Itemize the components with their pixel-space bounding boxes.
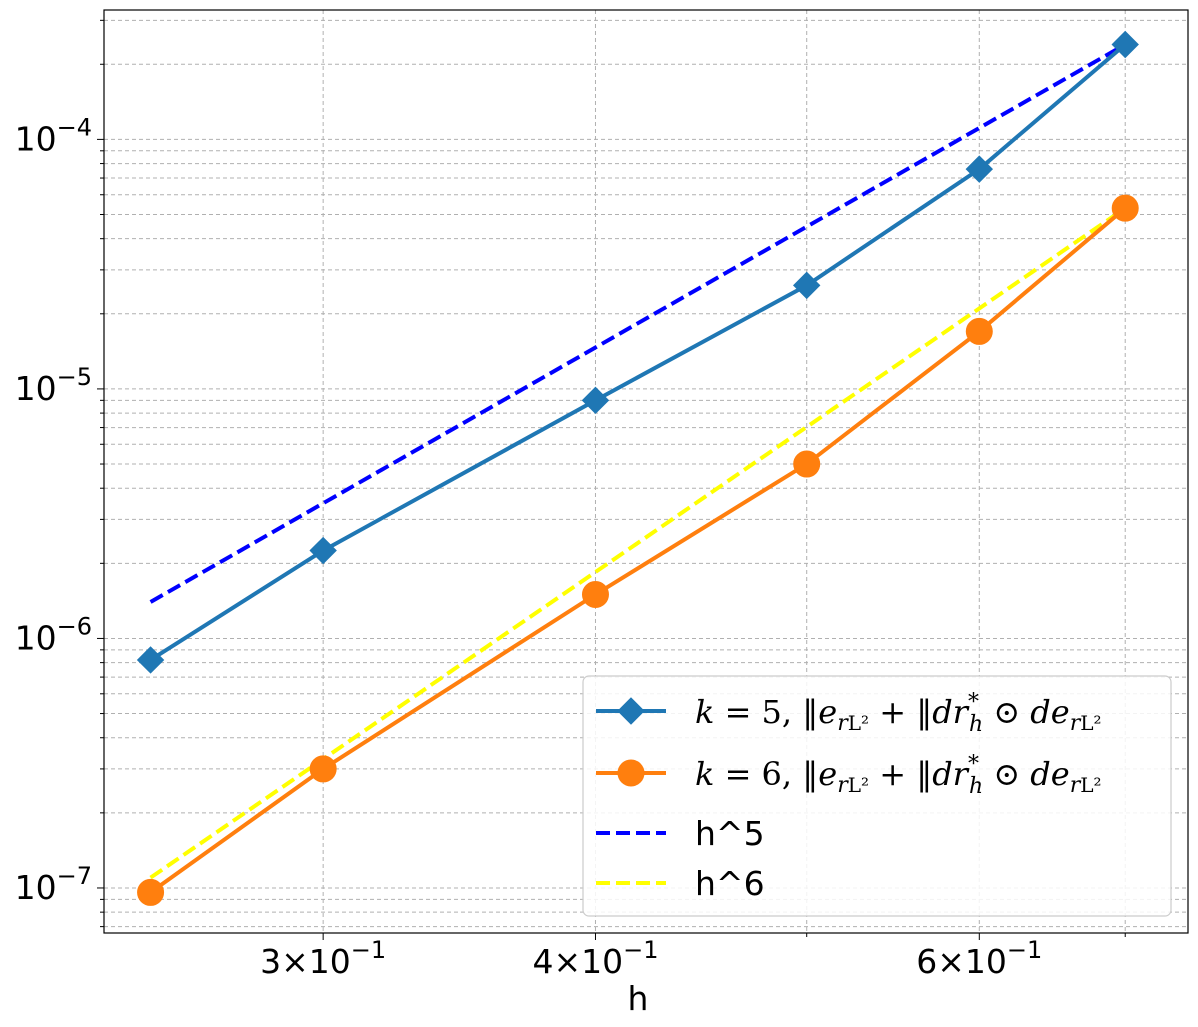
legend-math-part: ⊙ de bbox=[983, 693, 1070, 731]
data-point bbox=[793, 450, 821, 478]
y-tick-label: 10−7 bbox=[15, 862, 92, 907]
data-point bbox=[309, 755, 337, 783]
legend-math-part: r bbox=[837, 773, 849, 798]
data-point bbox=[581, 386, 610, 415]
y-tick-base: 10 bbox=[15, 868, 57, 907]
data-point bbox=[965, 155, 994, 183]
y-tick-exponent: −4 bbox=[57, 113, 92, 141]
data-point bbox=[136, 646, 165, 674]
tick-labels: 3×10−1 4×10−1 6×10−110−710−610−510−4 bbox=[15, 113, 1043, 981]
plot-frame bbox=[103, 9, 1189, 934]
legend-math-part: L² bbox=[1080, 773, 1101, 797]
legend-math-part: h bbox=[969, 774, 983, 799]
legend-marker-2 bbox=[617, 759, 645, 787]
data-point bbox=[965, 317, 993, 345]
legend-math-part: L² bbox=[848, 773, 869, 797]
legend-math-part: r bbox=[837, 711, 849, 736]
x-tick-exponent: −1 bbox=[351, 936, 386, 964]
data-point bbox=[309, 536, 337, 565]
series-3 bbox=[149, 42, 1127, 604]
x-tick-label: 3×10−1 bbox=[260, 936, 386, 981]
legend-label-4: h^6 bbox=[695, 864, 765, 903]
y-tick-base: 10 bbox=[15, 369, 57, 408]
y-tick-exponent: −5 bbox=[57, 363, 92, 391]
x-tick-times: ×10 bbox=[553, 942, 623, 981]
series-line bbox=[149, 206, 1127, 880]
x-tick-mantissa: 3 bbox=[260, 942, 281, 981]
x-tick-label: 4×10−1 bbox=[532, 936, 658, 981]
y-tick-base: 10 bbox=[15, 618, 57, 657]
legend-marker-1 bbox=[617, 697, 645, 725]
legend-math-part: ⊙ de bbox=[983, 755, 1070, 793]
legend-math-part: r bbox=[1070, 711, 1082, 736]
x-tick-mantissa: 4 bbox=[532, 942, 553, 981]
y-tick-label: 10−5 bbox=[15, 363, 92, 408]
series-layer bbox=[136, 30, 1139, 906]
legend-label-1: k = 5, ‖erL² + ‖dr* h ⊙ derL² bbox=[695, 690, 1102, 737]
legend-math-part: = 5, bbox=[714, 693, 802, 731]
data-point bbox=[581, 581, 609, 609]
legend-label-2: k = 6, ‖erL² + ‖dr* h ⊙ derL² bbox=[695, 752, 1102, 799]
legend-math-part: L² bbox=[1080, 711, 1101, 735]
x-tick-label: 6×10−1 bbox=[916, 936, 1042, 981]
y-tick-label: 10−4 bbox=[15, 113, 92, 158]
x-tick-exponent: −1 bbox=[623, 936, 658, 964]
y-tick-exponent: −7 bbox=[57, 862, 92, 890]
series-line bbox=[149, 42, 1127, 604]
legend-math-part: L² bbox=[848, 711, 869, 735]
x-tick-exponent: −1 bbox=[1007, 936, 1042, 964]
tick-marks bbox=[97, 19, 1126, 940]
legend-label-3: h^5 bbox=[695, 814, 765, 853]
x-tick-times: ×10 bbox=[937, 942, 1007, 981]
series-2 bbox=[137, 194, 1139, 906]
legend-math-part: + ‖dr bbox=[869, 755, 970, 793]
series-line bbox=[149, 206, 1127, 895]
legend-math-part: k bbox=[695, 755, 714, 793]
data-point bbox=[1111, 30, 1139, 59]
legend-math-part: ‖e bbox=[802, 693, 837, 731]
data-point bbox=[793, 271, 821, 300]
data-point bbox=[1111, 194, 1139, 222]
series-1 bbox=[136, 30, 1139, 674]
legend-math-part: * bbox=[968, 690, 979, 715]
y-tick-base: 10 bbox=[15, 119, 57, 158]
series-4 bbox=[149, 206, 1127, 880]
y-tick-exponent: −6 bbox=[57, 612, 92, 640]
x-tick-times: ×10 bbox=[281, 942, 351, 981]
legend-math-part: r bbox=[1070, 773, 1082, 798]
data-point bbox=[137, 878, 165, 906]
legend-math-part: ‖e bbox=[802, 755, 837, 793]
series-line bbox=[149, 42, 1127, 662]
legend-box bbox=[582, 675, 1172, 917]
legend-math-part: = 6, bbox=[714, 755, 802, 793]
x-tick-mantissa: 6 bbox=[916, 942, 937, 981]
legend-math-part: h bbox=[969, 712, 983, 737]
y-tick-label: 10−6 bbox=[15, 612, 92, 657]
x-axis-label: h bbox=[628, 979, 649, 1018]
legend-math-part: k bbox=[695, 693, 714, 731]
legend-math-part: * bbox=[968, 752, 979, 777]
legend-math-part: + ‖dr bbox=[869, 693, 970, 731]
